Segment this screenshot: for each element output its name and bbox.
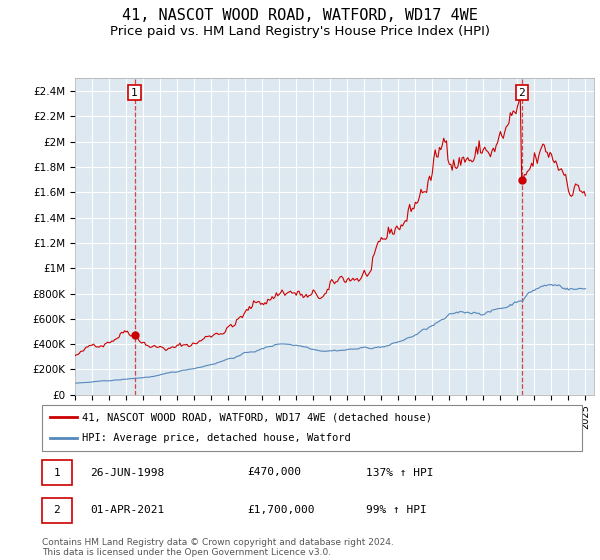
Text: 2: 2 (518, 87, 525, 97)
Bar (42, 498, 72, 522)
Text: Contains HM Land Registry data © Crown copyright and database right 2024.
This d: Contains HM Land Registry data © Crown c… (42, 538, 394, 557)
Text: 1: 1 (53, 468, 60, 478)
Text: Price paid vs. HM Land Registry's House Price Index (HPI): Price paid vs. HM Land Registry's House … (110, 25, 490, 38)
Text: £1,700,000: £1,700,000 (247, 505, 314, 515)
Text: 1: 1 (131, 87, 138, 97)
Text: 26-JUN-1998: 26-JUN-1998 (91, 468, 165, 478)
Text: 99% ↑ HPI: 99% ↑ HPI (366, 505, 427, 515)
Text: 2: 2 (53, 505, 60, 515)
Text: HPI: Average price, detached house, Watford: HPI: Average price, detached house, Watf… (83, 433, 351, 444)
Text: £470,000: £470,000 (247, 468, 301, 478)
Text: 01-APR-2021: 01-APR-2021 (91, 505, 165, 515)
Text: 41, NASCOT WOOD ROAD, WATFORD, WD17 4WE (detached house): 41, NASCOT WOOD ROAD, WATFORD, WD17 4WE … (83, 412, 433, 422)
Bar (42, 460, 72, 485)
Text: 41, NASCOT WOOD ROAD, WATFORD, WD17 4WE: 41, NASCOT WOOD ROAD, WATFORD, WD17 4WE (122, 8, 478, 24)
Text: 137% ↑ HPI: 137% ↑ HPI (366, 468, 433, 478)
